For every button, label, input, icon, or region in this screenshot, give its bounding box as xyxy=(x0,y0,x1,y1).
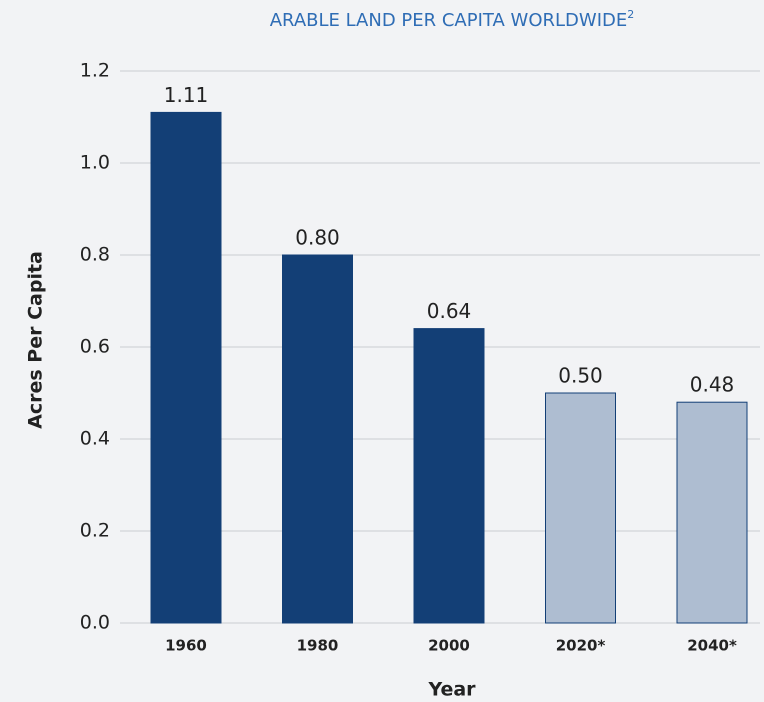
y-tick-label: 0.6 xyxy=(80,336,110,358)
bar xyxy=(150,111,222,624)
x-axis-label: Year xyxy=(427,679,476,701)
chart-title: ARABLE LAND PER CAPITA WORLDWIDE2 xyxy=(270,8,635,31)
x-tick-label: 1980 xyxy=(297,637,339,655)
x-tick-label: 2020* xyxy=(556,637,606,655)
y-tick-label: 1.0 xyxy=(80,152,110,174)
y-tick-label: 0.4 xyxy=(80,428,110,450)
x-tick-label: 2000 xyxy=(428,637,470,655)
bar xyxy=(413,328,485,624)
bar xyxy=(282,254,353,624)
value-label: 0.48 xyxy=(690,373,735,397)
bar xyxy=(545,392,616,624)
value-label: 0.80 xyxy=(295,226,340,250)
x-tick-label: 2040* xyxy=(687,637,737,655)
bar xyxy=(676,401,748,624)
y-tick-label: 0.2 xyxy=(80,520,110,542)
value-label: 0.64 xyxy=(427,299,472,323)
value-label: 1.11 xyxy=(164,83,209,107)
y-axis-label: Acres Per Capita xyxy=(25,251,47,429)
y-tick-label: 0.0 xyxy=(80,612,110,634)
value-label: 0.50 xyxy=(558,364,603,388)
x-tick-label: 1960 xyxy=(165,637,207,655)
y-tick-label: 1.2 xyxy=(80,60,110,82)
y-tick-label: 0.8 xyxy=(80,244,110,266)
title-superscript: 2 xyxy=(627,8,634,21)
title-text: ARABLE LAND PER CAPITA WORLDWIDE xyxy=(270,10,628,31)
